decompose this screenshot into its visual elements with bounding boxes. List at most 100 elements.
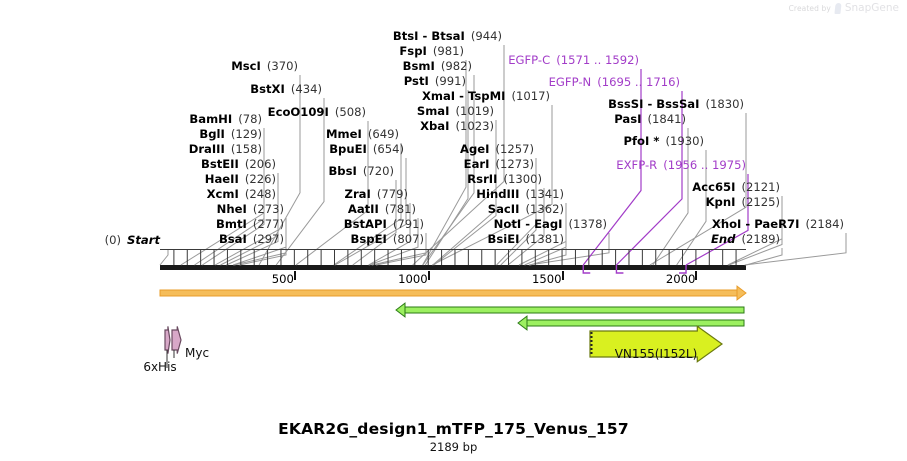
restriction-site-label[interactable]: XbaI (1023) xyxy=(420,120,494,132)
restriction-site-label[interactable]: KpnI (2125) xyxy=(706,196,780,208)
restriction-site-label[interactable]: AatII (781) xyxy=(348,203,416,215)
ruler-minor-tick xyxy=(320,249,322,265)
site-position: (1017) xyxy=(511,89,550,103)
restriction-site-label[interactable]: BtsI - BtsaI (944) xyxy=(393,30,502,42)
feature-myc xyxy=(171,326,182,354)
restriction-site-label[interactable]: XcmI (248) xyxy=(207,188,276,200)
feature-arrowhead xyxy=(517,315,528,331)
site-leader-line xyxy=(424,90,469,266)
restriction-site-label[interactable]: SacII (1362) xyxy=(488,203,564,215)
restriction-site-label[interactable]: MmeI (649) xyxy=(326,128,399,140)
restriction-site-label[interactable]: EXFP-R (1956 .. 1975) xyxy=(616,159,746,171)
ruler-minor-tick xyxy=(682,249,684,265)
ruler-minor-tick xyxy=(695,249,697,265)
site-leader-line xyxy=(524,218,567,266)
restriction-site-label[interactable]: BbsI (720) xyxy=(328,165,394,177)
site-position: (273) xyxy=(252,202,284,216)
restriction-site-label[interactable]: BpuEI (654) xyxy=(329,143,404,155)
site-name: AgeI xyxy=(459,142,490,156)
restriction-site-label[interactable]: XhoI - PaeR7I (2184) xyxy=(712,218,844,230)
ruler-minor-tick xyxy=(427,249,429,265)
site-leader-line xyxy=(368,203,411,266)
terminal-label[interactable]: (0) Start xyxy=(105,234,166,246)
site-leader-line xyxy=(422,60,467,266)
restriction-site-label[interactable]: EGFP-N (1695 .. 1716) xyxy=(549,76,680,88)
feature-label-myc[interactable]: Myc xyxy=(185,346,210,360)
site-name: BpuEI xyxy=(329,142,367,156)
restriction-site-label[interactable]: PstI (991) xyxy=(404,75,466,87)
sequence-backbone xyxy=(160,265,746,270)
ruler-minor-tick xyxy=(521,249,523,265)
terminal-position: (2189) xyxy=(741,232,780,246)
site-leader-line xyxy=(685,174,749,266)
ruler-minor-tick xyxy=(374,249,376,265)
restriction-site-label[interactable]: SmaI (1019) xyxy=(417,105,494,117)
restriction-site-label[interactable]: BspEI (807) xyxy=(351,233,424,245)
ruler-tick-label: 2000 xyxy=(665,272,696,286)
restriction-site-label[interactable]: PfoI * (1930) xyxy=(624,135,704,147)
site-name: XhoI - PaeR7I xyxy=(711,217,800,231)
restriction-site-label[interactable]: RsrII (1300) xyxy=(467,173,542,185)
snapgene-watermark: Created by SnapGene xyxy=(789,2,899,14)
restriction-site-label[interactable]: ZraI (779) xyxy=(345,188,408,200)
restriction-site-label[interactable]: FspI (981) xyxy=(399,45,464,57)
restriction-site-label[interactable]: BstXI (434) xyxy=(250,83,322,95)
site-name: EGFP-N xyxy=(548,75,592,89)
site-name: XbaI xyxy=(420,119,450,133)
ruler-minor-tick xyxy=(668,249,670,265)
ruler-minor-tick xyxy=(548,249,550,265)
site-position: (981) xyxy=(432,44,464,58)
site-position: (779) xyxy=(376,187,408,201)
site-position: (1956 .. 1975) xyxy=(663,158,746,172)
restriction-site-label[interactable]: BmtI (277) xyxy=(216,218,284,230)
restriction-site-label[interactable]: BstEII (206) xyxy=(201,158,276,170)
restriction-site-label[interactable]: BglI (129) xyxy=(199,128,262,140)
primer-foot xyxy=(615,265,624,274)
ruler-minor-tick xyxy=(561,249,563,265)
site-name: FspI xyxy=(399,44,427,58)
feature-block-arrow xyxy=(589,325,724,363)
restriction-site-label[interactable]: EcoO109I (508) xyxy=(268,106,366,118)
restriction-site-label[interactable]: DraIII (158) xyxy=(189,143,262,155)
site-position: (807) xyxy=(392,232,424,246)
restriction-site-label[interactable]: MscI (370) xyxy=(231,60,298,72)
site-leader-line xyxy=(258,75,301,266)
site-leader-line xyxy=(500,173,537,266)
restriction-site-label[interactable]: EarI (1273) xyxy=(464,158,534,170)
restriction-site-label[interactable]: BssSI - BssSaI (1830) xyxy=(608,98,744,110)
restriction-site-label[interactable]: EGFP-C (1571 .. 1592) xyxy=(508,54,639,66)
feature-label-6xhis[interactable]: 6xHis xyxy=(143,360,177,374)
restriction-site-label[interactable]: AgeI (1257) xyxy=(460,143,534,155)
terminal-leader-line xyxy=(745,248,783,266)
site-position: (1378) xyxy=(568,217,607,231)
restriction-site-label[interactable]: HindIII (1341) xyxy=(476,188,564,200)
site-name: PasI xyxy=(614,112,642,126)
restriction-site-label[interactable]: BsmI (982) xyxy=(403,60,472,72)
site-leader-line xyxy=(507,188,545,266)
terminal-label[interactable]: End (2189) xyxy=(705,233,780,245)
restriction-site-label[interactable]: Acc65I (2121) xyxy=(692,181,780,193)
restriction-site-label[interactable]: BsiEI (1381) xyxy=(487,233,564,245)
site-name: RsrII xyxy=(467,172,498,186)
ruler-tick-label: 1000 xyxy=(398,272,428,286)
site-name: BglI xyxy=(199,127,225,141)
ruler-minor-tick xyxy=(213,249,215,265)
restriction-site-label[interactable]: PasI (1841) xyxy=(614,113,686,125)
restriction-site-label[interactable]: BstAPI (791) xyxy=(344,218,424,230)
feature-6xhis xyxy=(164,326,171,354)
restriction-site-label[interactable]: NotI - EagI (1378) xyxy=(494,218,607,230)
restriction-site-label[interactable]: XmaI - TspMI (1017) xyxy=(422,90,550,102)
restriction-site-label[interactable]: HaeII (226) xyxy=(205,173,276,185)
site-name: BssSI - BssSaI xyxy=(608,97,700,111)
site-position: (158) xyxy=(230,142,262,156)
site-position: (654) xyxy=(372,142,404,156)
restriction-site-label[interactable]: BamHI (78) xyxy=(189,113,262,125)
site-position: (1841) xyxy=(647,112,686,126)
site-position: (1019) xyxy=(455,104,494,118)
site-name: AatII xyxy=(347,202,379,216)
restriction-site-label[interactable]: NheI (273) xyxy=(217,203,284,215)
site-name: PfoI * xyxy=(623,134,660,148)
restriction-site-label[interactable]: BsaI (297) xyxy=(219,233,284,245)
feature-label-vn155[interactable]: VN155(I152L) xyxy=(614,347,698,361)
